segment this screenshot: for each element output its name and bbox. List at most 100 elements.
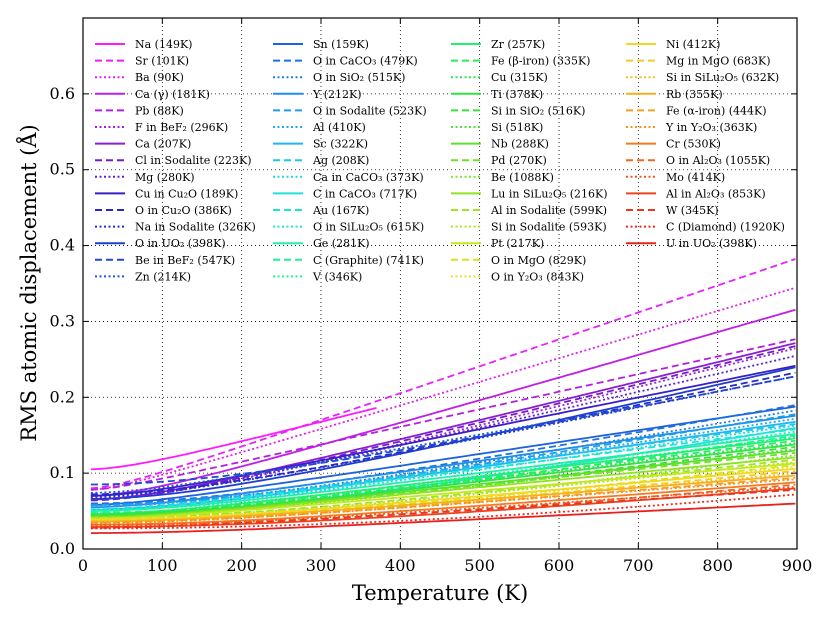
legend-label: C in CaCO₃ (717K) [313,187,417,200]
series-line [90,467,796,522]
legend-label: Pb (88K) [135,104,184,117]
series-line [90,486,796,528]
x-tick-label: 800 [702,556,733,575]
legend: Na (149K) Sr (101K) Ba (90K) Ca (γ) (181K) P… [95,38,785,283]
legend-label: Mg (280K) [135,171,195,184]
series-line [90,338,796,491]
legend-label: Ag (208K) [312,154,369,167]
series-line [90,437,796,515]
series-line [90,404,796,505]
series-line [90,464,796,521]
legend-label: Ni (412K) [666,38,720,51]
series-line [90,355,796,499]
legend-label: Sn (159K) [313,38,369,51]
legend-label: Ca (207K) [135,138,191,151]
legend-label: Si in Sodalite (593K) [491,221,607,234]
x-tick-label: 600 [544,556,575,575]
legend-label: Fe (β-iron) (335K) [491,55,590,68]
legend-label: C (Diamond) (1920K) [666,221,785,234]
legend-label: Al in Sodalite (599K) [490,204,607,217]
series-line [90,443,796,516]
series-line [90,439,796,515]
x-tick-label: 700 [623,556,654,575]
legend-label: Ba (90K) [135,71,184,84]
series-line [90,433,796,512]
x-axis-title: Temperature (K) [352,581,528,605]
plot-frame [82,17,798,550]
legend-label: Pd (270K) [491,154,547,167]
y-axis-title: RMS atomic displacement (Å) [16,124,41,441]
series-line [90,414,796,509]
tick-layer: 0 100 200 300 400 500 600 700 800 900 0.0 0.1 0.2 0.3… [50,18,813,575]
series-line [90,342,796,501]
legend-label: Na in Sodalite (326K) [135,221,256,234]
legend-label: Si in SiO₂ (516K) [491,104,585,117]
series-line [90,424,796,511]
series-line [90,375,796,486]
series-line [90,456,796,519]
legend-label: Na (149K) [135,38,192,51]
legend-label: Rb (355K) [666,88,723,101]
legend-label: Ca (γ) (181K) [135,88,210,101]
y-tick-label: 0.1 [50,463,75,482]
y-tick-label: 0.5 [50,160,75,179]
x-tick-label: 900 [782,556,813,575]
series-line [90,413,796,506]
legend-label: W (345K) [666,204,719,217]
legend-label: Ge (281K) [313,237,370,250]
x-tick-label: 500 [464,556,495,575]
legend-label: Sc (322K) [313,138,368,151]
legend-label: O in Y₂O₃ (843K) [491,270,584,283]
legend-label: Pt (217K) [491,237,544,250]
legend-label: Sr (101K) [135,55,189,68]
series-line [90,428,796,512]
legend-label: Al (410K) [312,121,366,134]
legend-label: Cu in Cu₂O (189K) [135,187,238,200]
series-line [90,409,796,506]
legend-label: Y (212K) [312,88,362,101]
series-line [90,405,639,494]
legend-label: O in Sodalite (523K) [313,104,427,117]
series-line [90,286,796,491]
series-line [90,502,796,534]
legend-label: Be (1088K) [491,171,554,184]
series-line [90,493,796,530]
x-tick-label: 0 [78,556,88,575]
y-tick-label: 0.2 [50,387,75,406]
x-tick-label: 200 [226,556,257,575]
legend-label: Y in Y₂O₃ (363K) [665,121,757,134]
grid-layer [83,18,797,549]
legend-label: O in SiLu₂O₅ (615K) [313,221,424,234]
legend-label: Mg in MgO (683K) [666,55,771,68]
series-line [90,489,796,529]
legend-label: Zn (214K) [135,270,191,283]
legend-label: C (Graphite) (741K) [313,254,424,267]
series-line [90,258,796,490]
legend-label: Cr (530K) [666,138,721,151]
legend-label: Zr (257K) [491,38,545,51]
legend-label: O in Al₂O₃ (1055K) [666,154,770,167]
legend-label: O in CaCO₃ (479K) [313,55,418,68]
legend-label: O in MgO (829K) [491,254,586,267]
series-line [90,423,796,511]
series-line [90,405,796,506]
legend-label: Au (167K) [312,204,369,217]
legend-label: O in Cu₂O (386K) [135,204,232,217]
legend-label: Si in SiLu₂O₅ (632K) [666,71,779,84]
legend-label: Lu in SiLu₂O₅ (216K) [491,187,608,200]
legend-label: Ca in CaCO₃ (373K) [313,171,424,184]
x-tick-label: 400 [385,556,416,575]
legend-label: V (346K) [312,270,362,283]
legend-label: Cu (315K) [491,71,548,84]
x-tick-label: 100 [147,556,178,575]
legend-label: Fe (α-iron) (444K) [666,104,767,117]
series-line [90,474,796,523]
series-line [90,366,796,500]
y-tick-label: 0.3 [50,311,75,330]
y-tick-label: 0.0 [50,539,75,558]
legend-label: Mo (414K) [666,171,725,184]
legend-label: F in BeF₂ (296K) [135,121,228,134]
legend-label: O in SiO₂ (515K) [313,71,405,84]
